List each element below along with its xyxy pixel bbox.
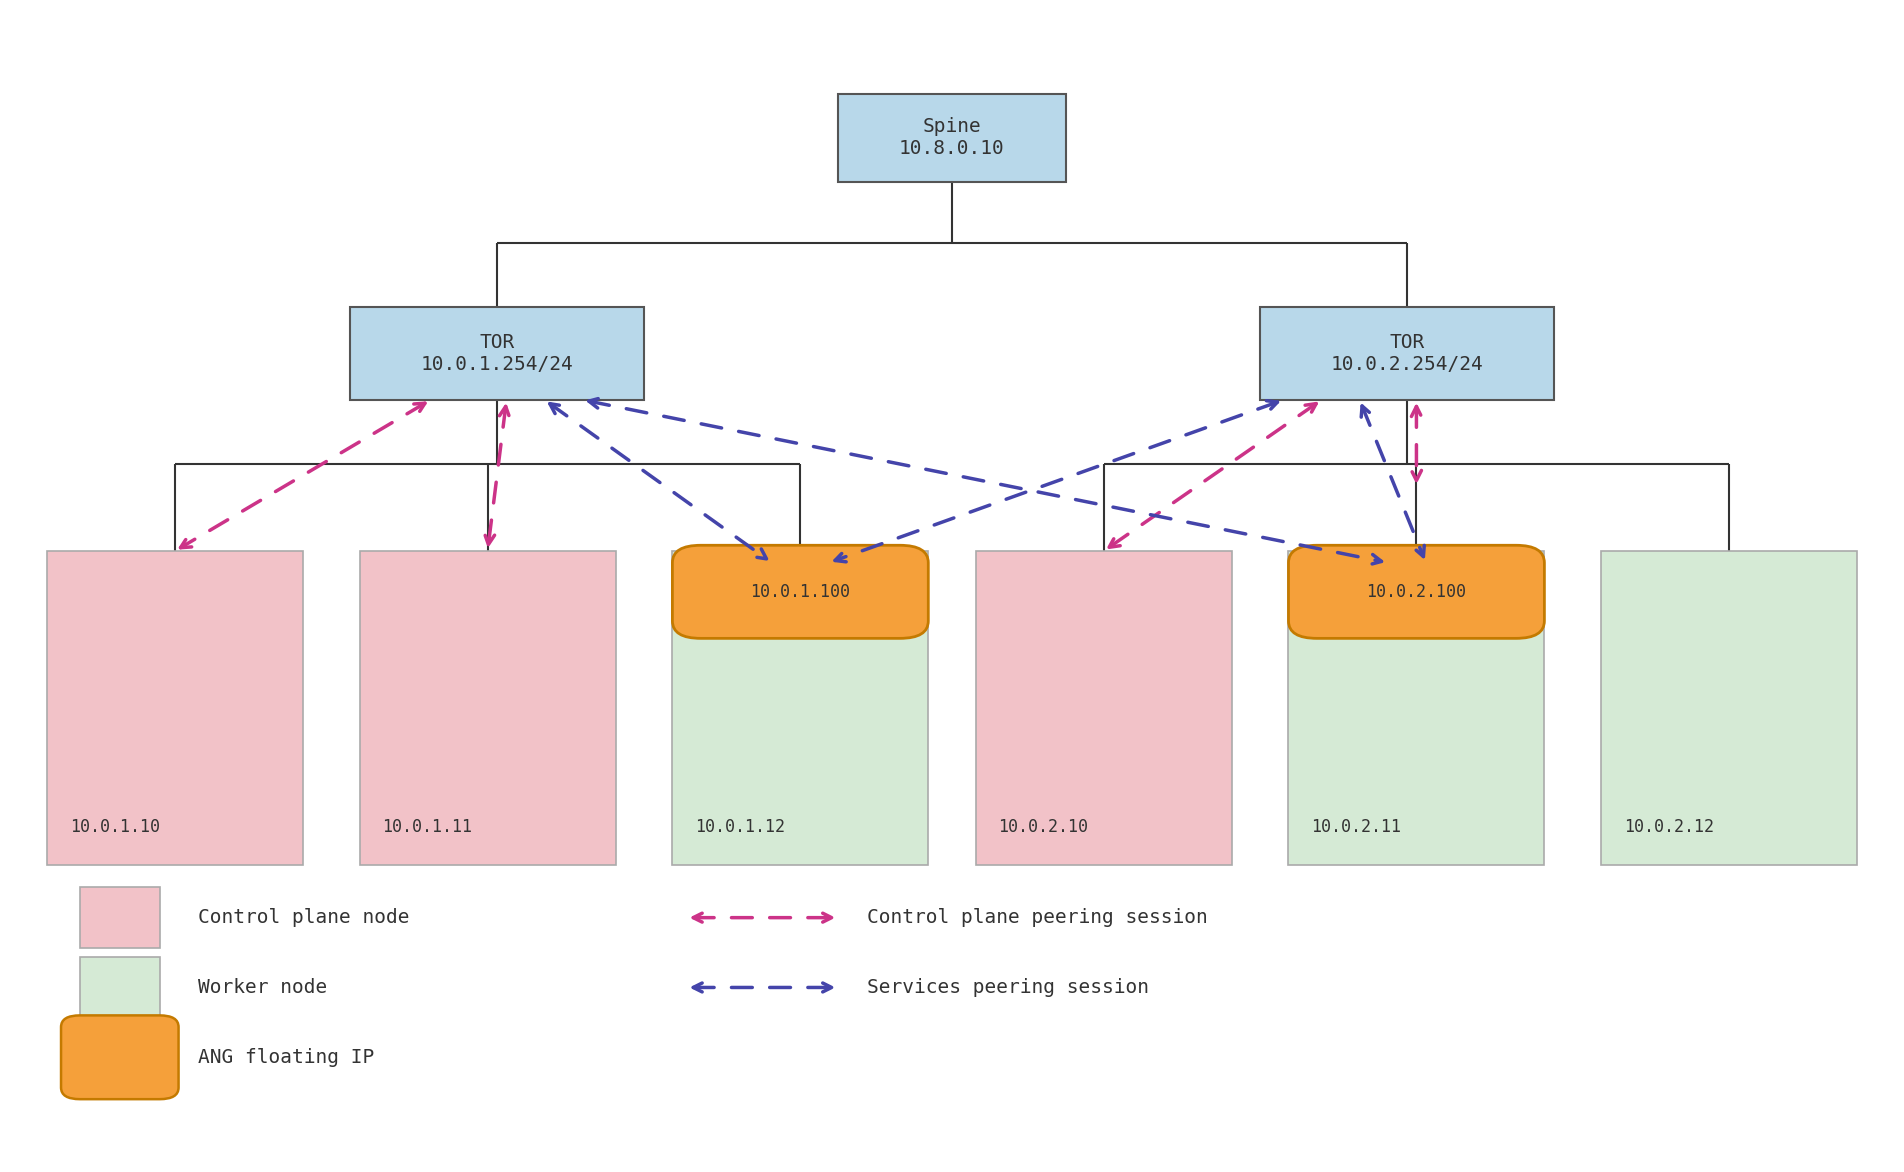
FancyBboxPatch shape [838, 95, 1066, 182]
FancyBboxPatch shape [975, 551, 1232, 865]
FancyBboxPatch shape [48, 551, 303, 865]
Text: 10.0.2.100: 10.0.2.100 [1367, 582, 1466, 601]
FancyBboxPatch shape [360, 551, 615, 865]
FancyBboxPatch shape [1289, 551, 1544, 865]
Text: TOR
10.0.2.254/24: TOR 10.0.2.254/24 [1331, 333, 1483, 374]
Text: 10.0.1.11: 10.0.1.11 [383, 818, 472, 836]
Text: ANG floating IP: ANG floating IP [198, 1048, 373, 1067]
Text: Control plane peering session: Control plane peering session [866, 908, 1207, 927]
Text: Services peering session: Services peering session [866, 977, 1148, 997]
Text: 10.0.2.10: 10.0.2.10 [998, 818, 1089, 836]
FancyBboxPatch shape [1289, 545, 1544, 639]
Text: TOR
10.0.1.254/24: TOR 10.0.1.254/24 [421, 333, 573, 374]
FancyBboxPatch shape [350, 307, 644, 400]
FancyBboxPatch shape [672, 545, 929, 639]
Text: Worker node: Worker node [198, 977, 327, 997]
Text: Control plane node: Control plane node [198, 908, 409, 927]
Text: 10.0.1.100: 10.0.1.100 [750, 582, 851, 601]
FancyBboxPatch shape [672, 551, 929, 865]
Text: 10.0.1.12: 10.0.1.12 [695, 818, 784, 836]
Text: 10.0.1.10: 10.0.1.10 [70, 818, 160, 836]
Text: Spine
10.8.0.10: Spine 10.8.0.10 [899, 117, 1005, 158]
Text: 10.0.2.12: 10.0.2.12 [1624, 818, 1714, 836]
FancyBboxPatch shape [1601, 551, 1856, 865]
FancyBboxPatch shape [80, 958, 160, 1017]
FancyBboxPatch shape [61, 1015, 179, 1099]
FancyBboxPatch shape [80, 887, 160, 948]
FancyBboxPatch shape [1260, 307, 1554, 400]
Text: 10.0.2.11: 10.0.2.11 [1312, 818, 1401, 836]
